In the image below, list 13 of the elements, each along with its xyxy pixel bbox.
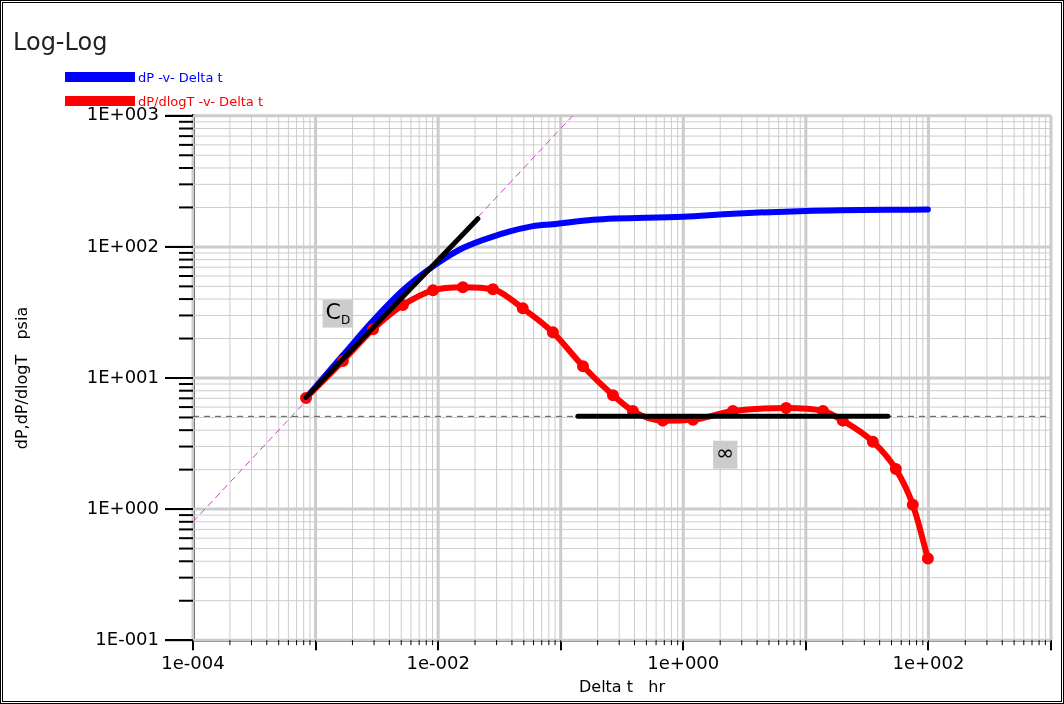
y-tick-label: 1E+001	[86, 365, 159, 387]
y-axis-title: dP,dP/dlogT psia	[11, 306, 31, 450]
x-tick-label: 1e-004	[161, 651, 225, 673]
x-tick-label: 1e+002	[892, 651, 965, 673]
x-tick-label: 1e+000	[647, 651, 720, 673]
annotation: ∞	[716, 440, 735, 466]
y-tick-label: 1E+000	[86, 496, 159, 518]
x-axis-title: Delta t hr	[578, 676, 666, 696]
text: dP -v- Delta t	[138, 69, 223, 85]
x-tick-label: 1e-002	[406, 651, 470, 673]
chart-title: Log-Log	[13, 27, 108, 56]
y-tick-label: 1E+002	[86, 234, 159, 256]
y-tick-label: 1E-001	[95, 627, 159, 649]
